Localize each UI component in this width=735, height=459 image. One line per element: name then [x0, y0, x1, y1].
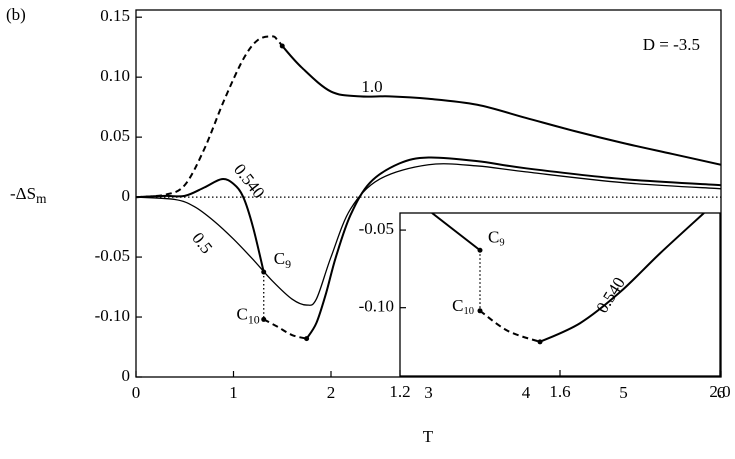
y-tick-label: 0.15	[100, 6, 130, 25]
point-marker	[261, 269, 267, 275]
y-axis-label-main: -ΔS	[10, 184, 36, 203]
point-label-main: C	[452, 296, 463, 315]
series-label: 0.540	[230, 160, 269, 202]
x-tick-label: 4	[522, 383, 531, 402]
point-marker	[477, 247, 483, 253]
inset-background	[400, 213, 720, 376]
point-marker	[304, 336, 310, 342]
x-tick-label: 3	[424, 383, 433, 402]
curve	[263, 318, 307, 340]
y-tick-label: -0.05	[95, 246, 130, 265]
y-tick-label: 0	[122, 186, 131, 205]
curve	[136, 163, 721, 306]
y-tick-label: 0.05	[100, 126, 130, 145]
point-label-sub: 10	[464, 306, 475, 317]
point-label: C10	[452, 296, 474, 318]
point-marker	[537, 339, 543, 345]
x-tick-label: 0	[132, 383, 141, 402]
x-tick-label: 6	[717, 383, 726, 402]
x-tick-label: 1.6	[549, 382, 570, 401]
point-label-main: C	[488, 227, 499, 246]
point-label-sub: 10	[248, 312, 260, 326]
curves	[431, 213, 705, 343]
point-label: C10	[236, 304, 259, 326]
curve	[136, 178, 265, 273]
x-tick-label: 2.0	[709, 382, 730, 401]
x-tick-label: 1	[229, 383, 238, 402]
point-label-main: C	[274, 249, 285, 268]
plot-frame	[399, 212, 721, 377]
y-axis-label: -ΔSm	[10, 184, 47, 206]
x-tick-label: 1.2	[389, 382, 410, 401]
curve	[431, 213, 481, 252]
series-label: 0.5	[188, 229, 216, 257]
point-marker	[279, 43, 285, 49]
y-tick-label: 0.10	[100, 66, 130, 85]
y-tick-label: -0.10	[95, 306, 130, 325]
panel-label: (b)	[6, 5, 26, 24]
point-marker	[477, 308, 483, 314]
annotation: D = -3.5	[643, 35, 700, 54]
x-tick-label: 5	[619, 383, 628, 402]
curve	[281, 45, 721, 166]
point-label-sub: 9	[285, 257, 291, 271]
x-tick-label: 2	[327, 383, 336, 402]
x-axis-label: T	[423, 427, 434, 446]
series-label: 1.0	[361, 77, 382, 96]
curve	[479, 309, 541, 343]
y-tick-label: -0.10	[359, 297, 394, 316]
point-label: C9	[274, 249, 291, 271]
point-label-sub: 9	[499, 238, 504, 249]
plot-frame	[135, 9, 722, 378]
point-label: C9	[488, 227, 505, 249]
point-marker	[261, 316, 267, 322]
curve	[539, 213, 705, 343]
point-label-main: C	[236, 304, 247, 323]
curve	[305, 156, 721, 340]
y-axis-label-sub: m	[36, 191, 47, 206]
curve	[136, 35, 284, 199]
y-tick-label: -0.05	[359, 219, 394, 238]
curves	[136, 35, 721, 340]
y-tick-label: 0	[122, 366, 131, 385]
